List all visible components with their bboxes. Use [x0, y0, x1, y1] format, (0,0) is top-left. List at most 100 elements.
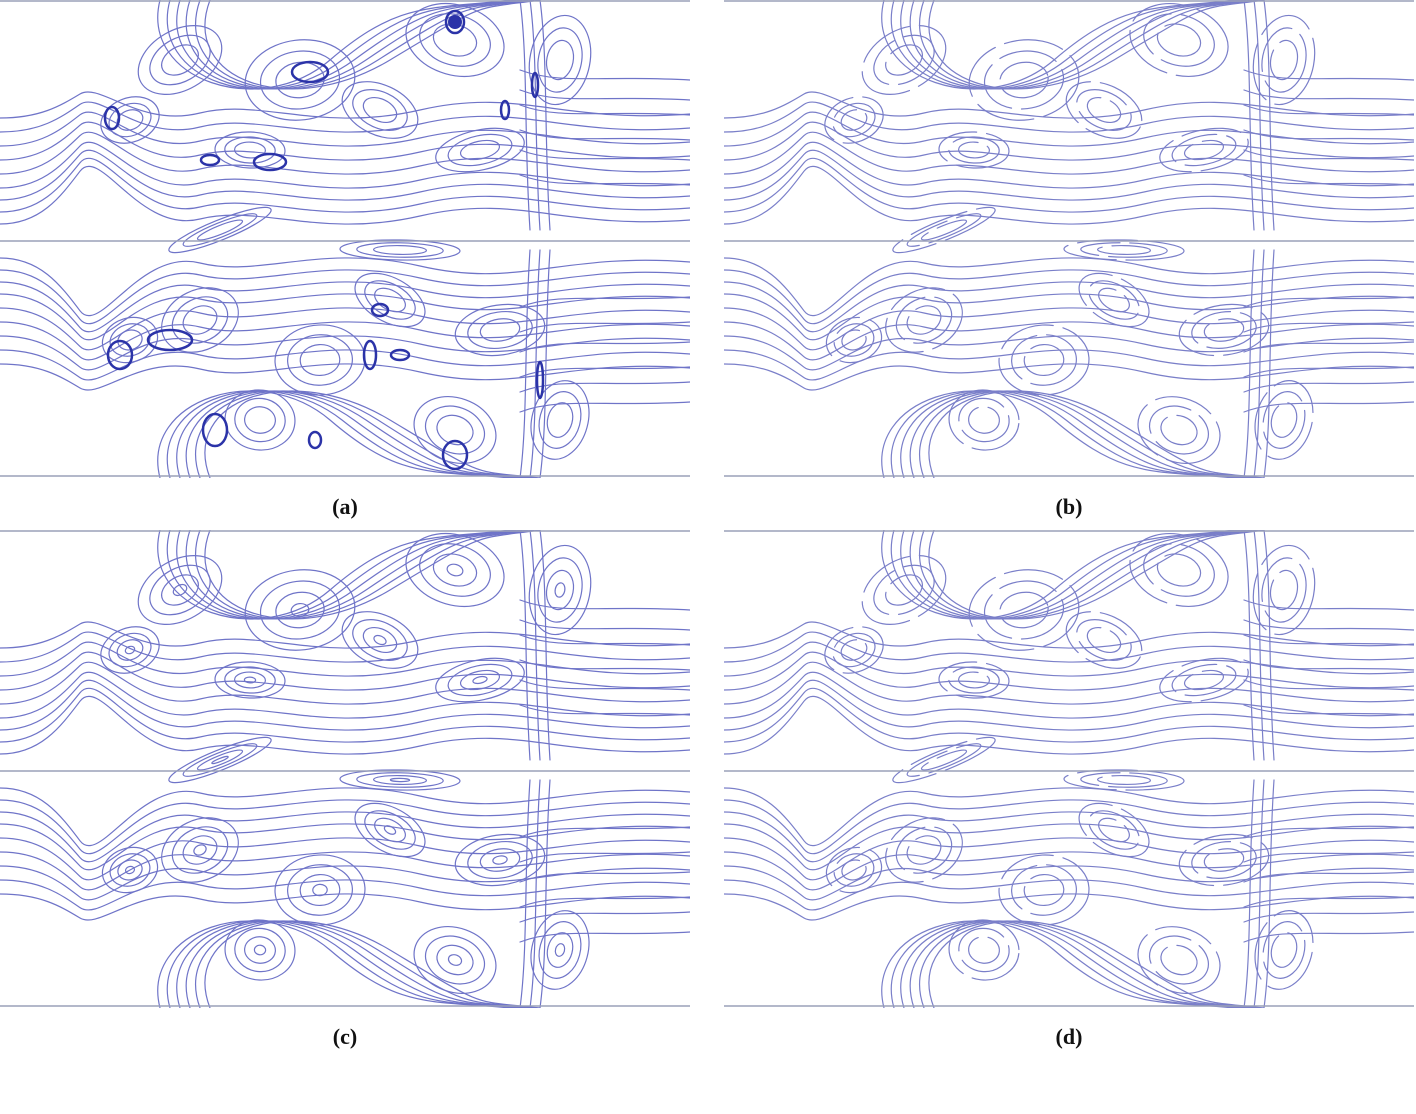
vortex-loop [948, 919, 1020, 981]
vortex-loop [530, 910, 590, 990]
streamline [1243, 619, 1414, 631]
vortex-loop [1086, 626, 1122, 654]
streamline [519, 704, 690, 716]
vortex-loop [124, 645, 136, 655]
streamline [1253, 249, 1265, 478]
vortex-loop [1171, 663, 1237, 697]
vortex-loop [117, 329, 143, 351]
vortex-loop [1078, 272, 1150, 328]
vortex-loop [446, 563, 464, 577]
streamline [909, 530, 1253, 620]
streamline [519, 896, 690, 908]
streamline [1253, 779, 1265, 1008]
vortex-loop [405, 3, 505, 77]
streamline [176, 0, 523, 90]
vortex-loop [938, 131, 1010, 169]
vortex-core [530, 71, 540, 99]
vortex-loop [1148, 405, 1210, 455]
vortex-core [389, 348, 411, 362]
streamline [539, 530, 551, 761]
vortex-loop [454, 303, 546, 357]
streamline [0, 661, 690, 705]
vortex-loop [1097, 244, 1151, 256]
vortex-loop [968, 936, 1000, 964]
vortex-loop [1252, 14, 1316, 106]
streamline [0, 131, 690, 175]
streamline [176, 920, 523, 1008]
vortex-loop [1159, 127, 1249, 173]
streamline [0, 811, 690, 863]
vortex-loop [362, 626, 398, 654]
streamline [519, 129, 690, 141]
vortex-loop [1203, 848, 1245, 872]
streamline [0, 101, 690, 133]
streamline [519, 341, 690, 353]
vortex-loop [1097, 774, 1151, 786]
vortex-loop [356, 772, 444, 788]
streamline [185, 0, 529, 90]
vortex-loop [116, 639, 144, 661]
vortex-loop [938, 661, 1010, 699]
streamline [724, 811, 1414, 863]
vortex-core [362, 339, 378, 371]
vortex-loop [1011, 334, 1077, 386]
streamline [519, 174, 690, 186]
vortex-loop [998, 324, 1090, 396]
vortex-loop [554, 943, 566, 957]
streamline [724, 269, 1414, 325]
vortex-core [201, 412, 229, 448]
vortex-loop [906, 305, 942, 335]
streamline [0, 799, 690, 855]
streamline [0, 837, 690, 881]
streamline [1243, 321, 1414, 333]
vortex-loop [234, 671, 266, 689]
streamline [881, 920, 1235, 1008]
streamline [881, 530, 1235, 620]
streamline [1243, 779, 1255, 1008]
vortex-loop [1023, 343, 1065, 377]
vortex-loop [1269, 39, 1299, 81]
vortex-core [290, 60, 330, 84]
vortex-core [370, 302, 390, 318]
streamline [890, 530, 1241, 620]
streamline [919, 0, 1259, 90]
vortex-loop [861, 25, 947, 95]
streamline [1243, 341, 1414, 353]
vortex-loop [137, 555, 223, 625]
vortex-loop [824, 96, 884, 144]
streamline [1243, 174, 1414, 186]
vortex-loop [124, 865, 136, 875]
streamline [519, 381, 690, 393]
vortex-loop [1252, 544, 1316, 636]
panel-b-caption: (b) [1055, 494, 1083, 519]
vortex-loop [356, 242, 444, 258]
streamline [529, 779, 541, 1008]
streamline [1243, 911, 1414, 923]
streamline [1243, 0, 1255, 231]
vortex-loop [920, 219, 968, 241]
streamline [0, 879, 690, 911]
vortex-loop [1178, 833, 1270, 887]
streamline [166, 530, 517, 620]
vortex-loop [1129, 533, 1229, 607]
vortex-loop [825, 316, 883, 364]
streamline [900, 920, 1247, 1008]
streamline [724, 651, 1414, 691]
streamline [724, 687, 1414, 743]
streamline [1243, 871, 1414, 883]
streamline [0, 257, 690, 317]
vortex-loop [234, 141, 266, 159]
streamline [195, 390, 535, 478]
vortex-loop [108, 102, 152, 138]
vortex-loop [1098, 287, 1130, 313]
vortex-loop [1261, 27, 1307, 93]
streamline [0, 621, 690, 649]
streamline [519, 619, 690, 631]
vortex-loop [436, 414, 474, 446]
vortex-loop [447, 663, 513, 697]
vortex-loop [885, 44, 923, 76]
streamline [724, 349, 1414, 381]
vortex-loop [362, 96, 398, 124]
streamline [195, 0, 535, 90]
vortex-loop [832, 102, 876, 138]
